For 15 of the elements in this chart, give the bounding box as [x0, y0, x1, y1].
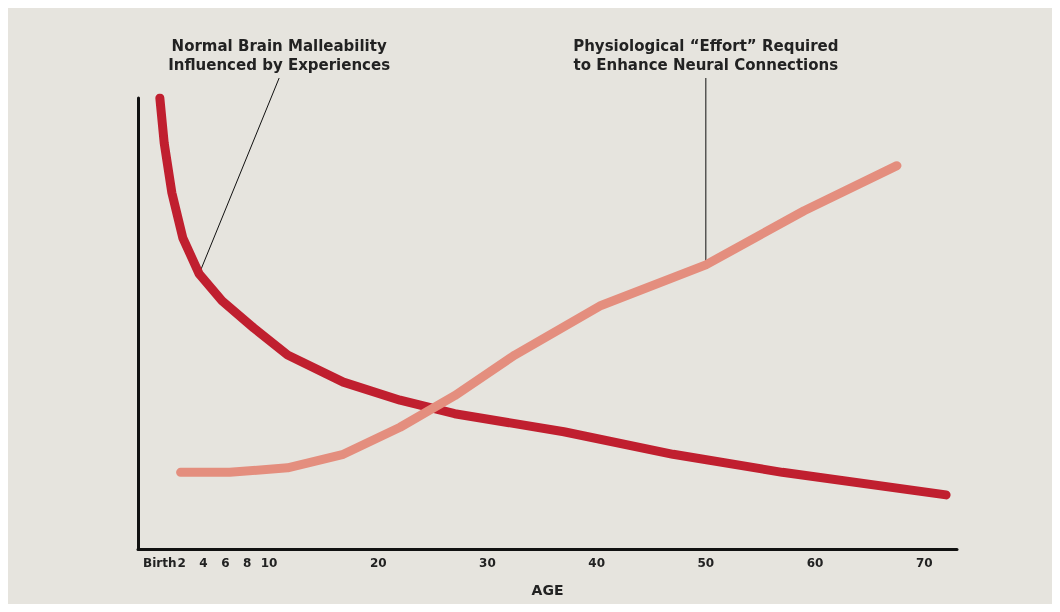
x-tick-label: 20: [369, 556, 387, 570]
x-tick-label: 2: [177, 556, 186, 570]
x-tick-label: 6: [221, 556, 230, 570]
x-tick-label: 8: [243, 556, 252, 570]
x-tick-label: 60: [806, 556, 824, 570]
x-tick-label: 30: [479, 556, 496, 570]
x-tick-label: 4: [199, 556, 208, 570]
x-tick-label: 40: [588, 556, 605, 570]
x-tick-label: 50: [697, 556, 715, 570]
annotation: Physiological “Effort” Required to Enhance Neural Connections: [573, 36, 839, 74]
x-tick-label: Birth: [143, 556, 177, 570]
x-tick-label: 70: [915, 556, 933, 570]
x-axis-title: AGE: [531, 582, 564, 598]
annotation: Normal Brain Malleability Influenced by Experiences: [168, 36, 391, 74]
x-tick-label: 10: [260, 556, 278, 570]
